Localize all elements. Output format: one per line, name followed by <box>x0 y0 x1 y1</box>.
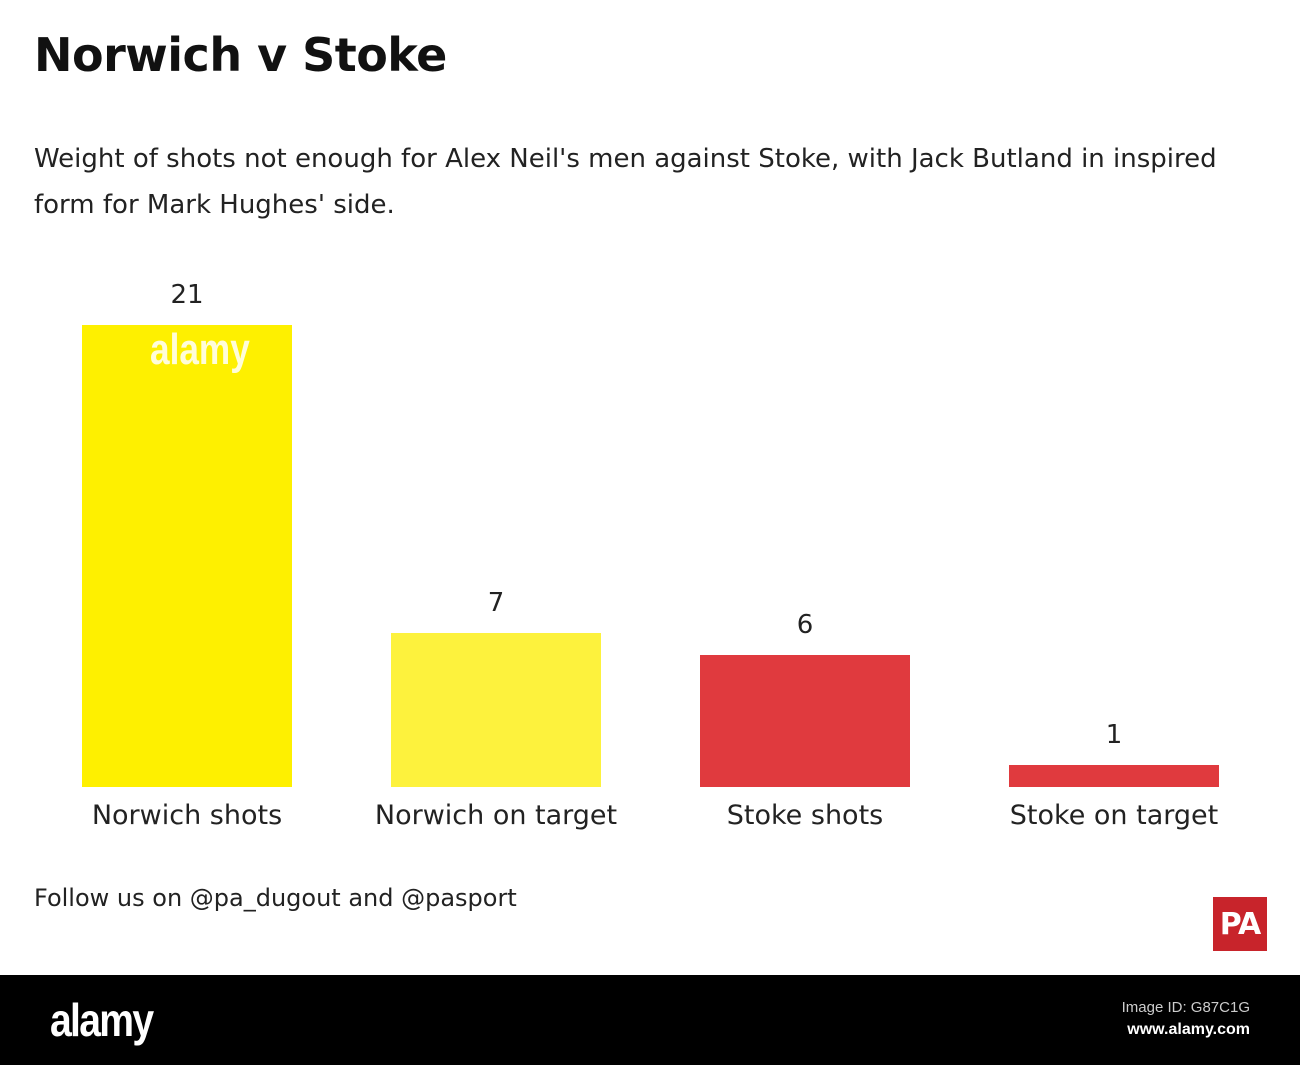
bar-0 <box>82 325 292 787</box>
category-label-3: Stoke on target <box>1010 800 1218 831</box>
alamy-logo: alamy <box>50 994 154 1046</box>
category-label-2: Stoke shots <box>727 800 883 831</box>
watermark-bar: alamy Image ID: G87C1G www.alamy.com <box>0 975 1300 1065</box>
pa-logo: PA <box>1213 897 1267 951</box>
data-label-1: 7 <box>488 588 505 618</box>
bar-chart: 21 Norwich shots 7 Norwich on target 6 Stoke … <box>82 280 1219 831</box>
data-label-3: 1 <box>1106 720 1123 750</box>
chart-subtitle: Weight of shots not enough for Alex Neil… <box>34 144 1217 220</box>
chart-title: Norwich v Stoke <box>34 28 447 82</box>
bar-3 <box>1009 765 1219 787</box>
data-label-2: 6 <box>797 610 814 640</box>
bar-1 <box>391 633 601 787</box>
category-label-1: Norwich on target <box>375 800 617 831</box>
follow-us-footer: Follow us on @pa_dugout and @pasport <box>34 884 517 912</box>
alamy-url: www.alamy.com <box>1127 1021 1250 1038</box>
image-id-text: Image ID: G87C1G <box>1121 999 1250 1016</box>
category-label-0: Norwich shots <box>92 800 282 831</box>
bar-2 <box>700 655 910 787</box>
data-label-0: 21 <box>170 280 203 310</box>
